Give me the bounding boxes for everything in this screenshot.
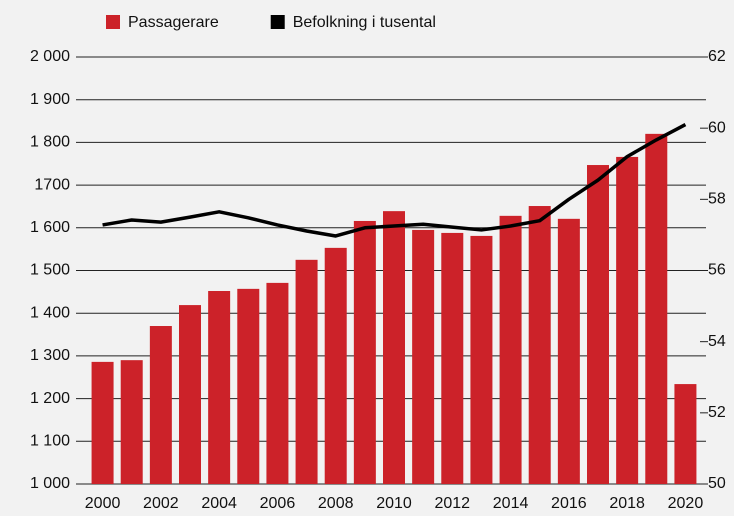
- x-tick-label: 2000: [85, 495, 121, 512]
- y2-tick-label: 50: [708, 475, 726, 492]
- bar: [499, 215, 522, 484]
- x-tick-label: 2006: [260, 495, 296, 512]
- bar: [383, 211, 405, 484]
- x-tick-label: 2008: [318, 495, 354, 512]
- bar: [179, 305, 201, 484]
- bar: [470, 235, 493, 484]
- bar: [91, 361, 114, 484]
- y2-tick-label: 58: [708, 191, 726, 208]
- bar: [557, 218, 580, 484]
- bar: [616, 156, 639, 484]
- bar: [324, 247, 347, 484]
- bar: [266, 282, 289, 484]
- legend-swatch: [106, 15, 120, 29]
- x-tick-label: 2018: [609, 495, 645, 512]
- x-tick-label: 2010: [376, 495, 412, 512]
- x-tick-label: 2020: [668, 495, 704, 512]
- y-tick-label: 1 400: [30, 304, 70, 321]
- y2-tick-label: 62: [708, 48, 726, 65]
- y-tick-label: 1 300: [30, 347, 70, 364]
- bar: [353, 220, 376, 484]
- bar: [645, 133, 668, 485]
- bar: [528, 206, 551, 484]
- y2-tick-label: 56: [708, 262, 726, 279]
- legend-label: Passagerare: [128, 14, 219, 31]
- y2-tick-label: 54: [708, 333, 726, 350]
- y-tick-label: 1700: [34, 176, 70, 193]
- x-tick-label: 2002: [143, 495, 179, 512]
- x-tick-label: 2004: [201, 495, 237, 512]
- y2-tick-label: 60: [708, 119, 726, 136]
- x-tick-label: 2016: [551, 495, 587, 512]
- legend-swatch: [270, 15, 285, 29]
- line: [102, 123, 687, 238]
- y-tick-label: 1 800: [30, 134, 70, 151]
- bar: [412, 229, 435, 484]
- bar: [674, 384, 697, 484]
- x-tick-label: 2014: [493, 495, 529, 512]
- bar: [208, 290, 231, 484]
- y-tick-label: 1 000: [30, 475, 70, 492]
- x-tick-label: 2012: [434, 495, 470, 512]
- bar: [295, 259, 318, 484]
- bar: [149, 326, 172, 484]
- y-tick-label: 2 000: [30, 48, 70, 65]
- y-tick-label: 1 100: [30, 433, 70, 450]
- bar: [441, 232, 464, 484]
- y-tick-label: 1 200: [30, 390, 70, 407]
- bar: [587, 165, 609, 484]
- y-tick-label: 1 600: [30, 219, 70, 236]
- bar: [237, 288, 260, 484]
- legend-label: Befolkning i tusental: [293, 14, 436, 31]
- bar: [120, 360, 143, 484]
- y-tick-label: 1 900: [30, 91, 70, 108]
- y-tick-label: 1 500: [30, 262, 70, 279]
- y2-tick-label: 52: [708, 404, 726, 421]
